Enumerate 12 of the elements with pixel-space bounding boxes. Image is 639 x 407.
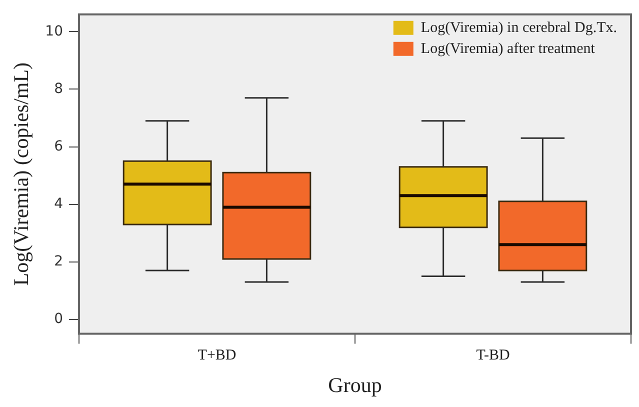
y-tick-label: 8 <box>54 80 64 97</box>
y-tick-label: 2 <box>54 254 64 270</box>
legend-label: Log(Viremia) after treatment <box>420 40 596 57</box>
y-tick-label: 10 <box>45 23 64 40</box>
y-tick-label: 0 <box>54 311 64 328</box>
x-tick-label: T+BD <box>198 348 236 364</box>
x-tick-label: T-BD <box>476 348 510 364</box>
y-tick-label: 4 <box>54 196 64 212</box>
x-axis-title: Group <box>328 372 382 397</box>
legend-label: Log(Viremia) in cerebral Dg.Tx. <box>420 20 618 36</box>
y-axis-title: Log(Viremia) (copies/mL) <box>9 62 34 286</box>
y-tick-label: 6 <box>54 138 64 154</box>
